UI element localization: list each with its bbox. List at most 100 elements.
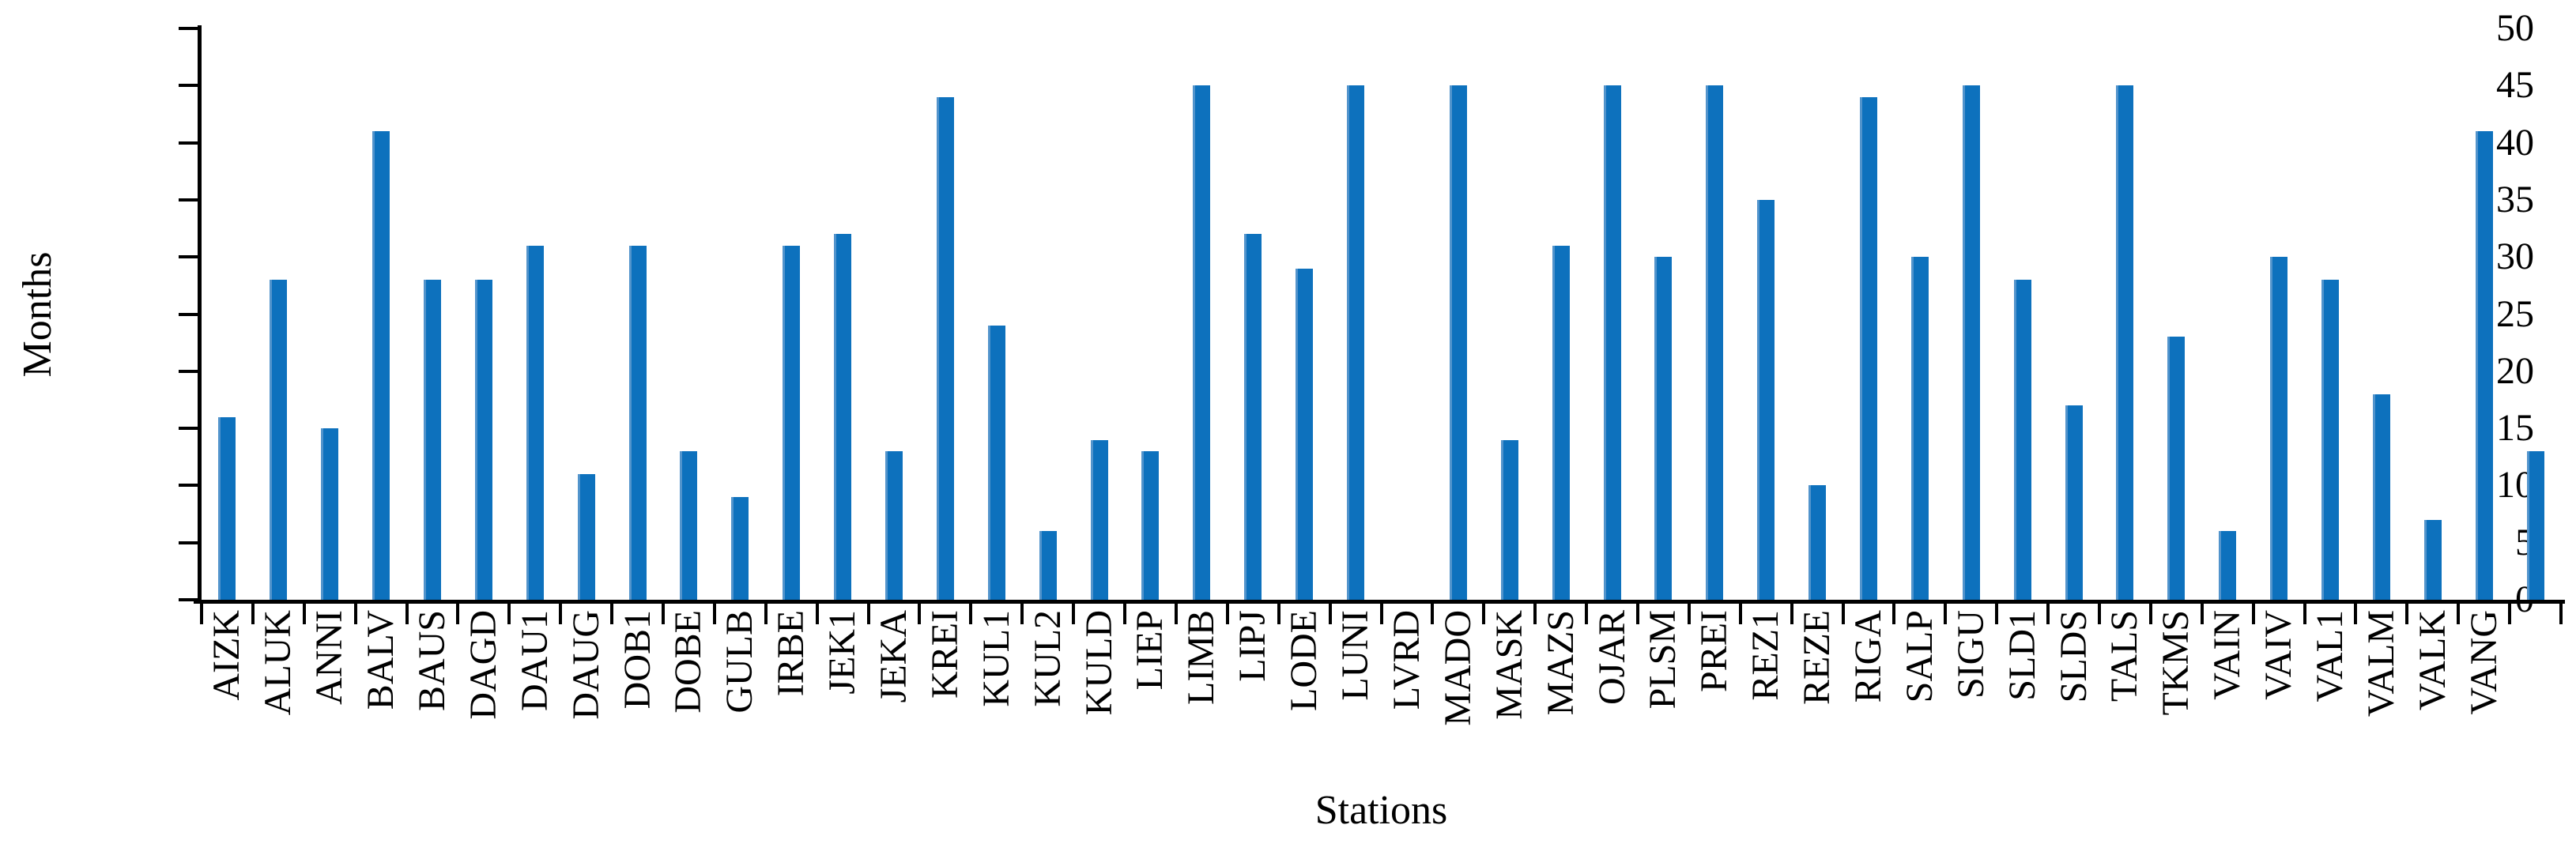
bar-PLSM [1654, 257, 1673, 600]
x-axis-label-VALK: VALK [2411, 610, 2453, 711]
x-axis-label-KREI: KREI [923, 610, 966, 699]
x-axis-label-SLD1: SLD1 [2001, 610, 2043, 701]
bar-unlabeled [2526, 451, 2544, 600]
x-axis-label-MASK: MASK [1488, 610, 1530, 720]
bar-BALV [372, 131, 390, 600]
bar-LODE [1296, 268, 1314, 600]
x-axis-label-LODE: LODE [1283, 610, 1326, 711]
bar-MADO [1449, 85, 1467, 600]
x-tick [1379, 604, 1383, 624]
x-axis-label-BALV: BALV [360, 610, 402, 710]
bar-LIPJ [1244, 234, 1262, 600]
x-axis-label-LIMB: LIMB [1180, 610, 1223, 705]
bar-DAUG [577, 473, 595, 600]
x-axis-label-JEK1: JEK1 [821, 610, 864, 695]
x-tick [507, 604, 511, 624]
bar-VALK [2423, 519, 2442, 600]
x-tick [2508, 604, 2512, 624]
bar-BAUS [424, 280, 441, 600]
bar-KUL1 [987, 325, 1005, 600]
x-axis-label-LIPJ: LIPJ [1231, 610, 1274, 682]
bar-REZ1 [1757, 199, 1775, 600]
x-tick [2251, 604, 2255, 624]
x-tick [1841, 604, 1845, 624]
x-axis-label-DOB1: DOB1 [616, 610, 658, 710]
x-tick [866, 604, 870, 624]
x-tick [2046, 604, 2050, 624]
x-axis-label-JEKA: JEKA [873, 610, 915, 703]
bar-SALP [1910, 257, 1929, 600]
x-axis-label-TKMS: TKMS [2155, 610, 2197, 716]
y-axis-title: Months [15, 251, 60, 378]
x-tick [1944, 604, 1948, 624]
x-tick [302, 604, 306, 624]
x-tick [1533, 604, 1537, 624]
x-tick [2148, 604, 2152, 624]
bar-KUL2 [1039, 531, 1057, 600]
bar-DOBE [680, 451, 698, 600]
x-tick [1020, 604, 1024, 624]
x-tick [2405, 604, 2409, 624]
bar-SLDS [2065, 405, 2083, 600]
x-axis-label-OJAR: OJAR [1590, 610, 1633, 706]
x-axis-label-AIZK: AIZK [206, 610, 248, 701]
x-axis-label-REZE: REZE [1796, 610, 1839, 705]
x-tick [200, 604, 203, 624]
x-tick [1635, 604, 1639, 624]
x-axis-label-KULD: KULD [1077, 610, 1120, 716]
x-tick [456, 604, 460, 624]
x-tick [969, 604, 973, 624]
x-tick [353, 604, 357, 624]
x-tick [1585, 604, 1589, 624]
y-tick [179, 312, 198, 316]
y-tick [179, 255, 198, 259]
bar-TALS [2116, 85, 2134, 600]
x-axis-label-PLSM: PLSM [1642, 610, 1684, 710]
y-tick-label: 20 [2496, 349, 2534, 392]
x-tick [712, 604, 716, 624]
x-axis-label-DAGD: DAGD [462, 610, 504, 720]
x-axis-label-PREI: PREI [1693, 610, 1736, 693]
y-axis-line [198, 25, 202, 604]
x-axis-label-LIEP: LIEP [1129, 610, 1171, 691]
x-tick [251, 604, 255, 624]
x-tick [1738, 604, 1742, 624]
y-tick-label: 15 [2496, 407, 2534, 450]
x-tick [1328, 604, 1332, 624]
x-axis-label-DOBE: DOBE [667, 610, 710, 714]
x-tick [2457, 604, 2461, 624]
x-tick [2097, 604, 2101, 624]
bar-LIEP [1141, 451, 1160, 600]
bar-JEKA [885, 451, 903, 600]
x-tick [918, 604, 922, 624]
bar-REZE [1808, 485, 1827, 600]
y-tick [179, 427, 198, 431]
x-tick [2559, 604, 2563, 624]
bar-ANNI [321, 428, 339, 600]
y-tick-label: 25 [2496, 292, 2534, 335]
x-tick [610, 604, 614, 624]
bar-MASK [1500, 439, 1518, 600]
bar-DAGD [474, 280, 492, 600]
x-tick [1123, 604, 1127, 624]
x-axis-line [194, 600, 2565, 604]
x-axis-label-TALS: TALS [2103, 610, 2146, 702]
y-tick [179, 141, 198, 145]
y-tick [179, 484, 198, 488]
x-axis-title: Stations [1314, 788, 1448, 833]
x-tick [1687, 604, 1691, 624]
x-tick [1431, 604, 1435, 624]
bar-KULD [1090, 439, 1108, 600]
y-tick [179, 598, 198, 601]
x-axis-label-RIGA: RIGA [1846, 610, 1889, 703]
bar-VAIN [2219, 531, 2237, 600]
x-axis-label-MADO: MADO [1436, 610, 1479, 726]
x-tick [1790, 604, 1793, 624]
x-axis-label-SLDS: SLDS [2052, 610, 2095, 703]
bar-GULB [731, 496, 749, 600]
bar-LUNI [1347, 85, 1365, 600]
y-tick [179, 27, 198, 30]
bar-LIMB [1193, 85, 1211, 600]
bar-IRBE [783, 245, 801, 600]
